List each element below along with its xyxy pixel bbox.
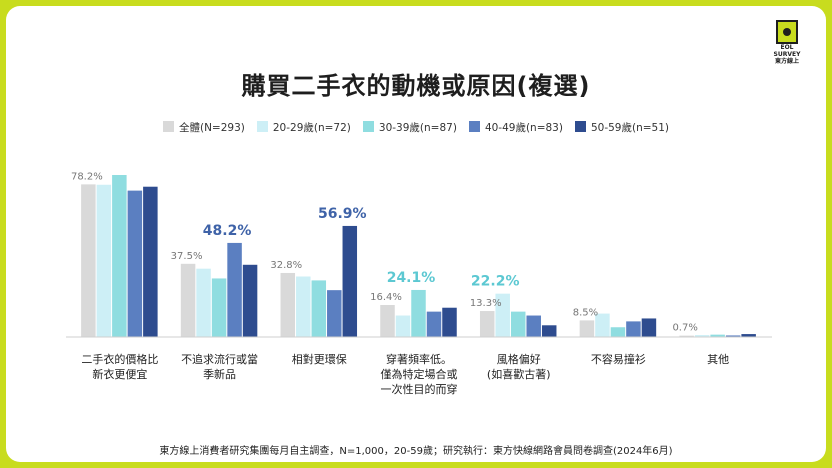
bar [280,272,296,337]
legend-swatch [362,121,374,132]
bar [96,184,112,337]
bar [579,320,595,337]
category-label: 其他 [707,353,729,366]
eol-survey-logo: EOL SURVEY 東方線上 [764,20,810,65]
bar [327,290,342,337]
logo-line-1: EOL [780,44,794,51]
bar [380,304,395,337]
logo-line-2: SURVEY [773,51,801,58]
bar [180,263,196,337]
data-label: 8.5% [573,307,598,318]
bar [227,242,242,337]
highlight-label: 56.9% [318,206,367,222]
legend-item-2: 30-39歲(n=87) [362,120,457,135]
legend-swatch [162,121,174,132]
bar [725,335,741,337]
category-label: 一次性目的而穿 [381,382,458,396]
category-label: 相對更環保 [292,352,347,366]
bar [426,311,442,337]
legend-label: 30-39歲(n=87) [378,122,457,134]
source-note: 東方線上消費者研究集團每月自主調查，N=1,000，20-59歲；研究執行：東方… [159,446,673,457]
legend-swatch [574,121,586,132]
bar [541,325,557,337]
bar [626,321,641,337]
data-label: 0.7% [672,323,697,334]
bar [211,278,227,337]
bar [526,315,541,337]
bar [411,289,426,337]
legend-label: 40-49歲(n=83) [484,122,563,134]
data-label: 13.3% [470,298,502,309]
bar [595,313,610,337]
legend-label: 50-59歲(n=51) [590,122,669,134]
bar [442,307,457,337]
chart-card: EOL SURVEY 東方線上 購買二手衣的動機或原因(複選) 全體(N=293… [6,6,826,462]
bar [81,184,96,337]
legend-item-1: 20-29歲(n=72) [256,120,351,135]
bar [127,190,143,337]
bar [296,276,311,337]
bar [311,280,327,337]
legend-item-4: 50-59歲(n=51) [574,120,669,135]
bar [479,311,495,337]
chart-title: 購買二手衣的動機或原因(複選) [241,72,591,100]
bar [679,335,694,337]
bar [610,327,626,337]
bar [741,334,756,337]
chart-legend: 全體(N=293) 20-29歲(n=72) 30-39歲(n=87) 40-49歲(… [6,120,826,135]
bar [641,318,657,337]
category-label: 僅為特定場合或 [381,367,458,381]
bar [196,268,211,337]
bar [694,335,710,337]
bar [510,311,526,337]
highlight-label: 24.1% [387,270,436,286]
category-label: 新衣更便宜 [92,367,147,381]
highlight-label: 48.2% [203,223,252,239]
bar [342,225,358,337]
bar [495,293,510,337]
data-label: 37.5% [171,251,203,262]
bar [710,334,725,337]
category-label: (如喜歡古著) [487,367,551,381]
bar [242,264,258,337]
data-label: 32.8% [270,260,302,271]
bar [143,186,158,337]
category-label: 季新品 [203,367,236,381]
data-label: 16.4% [370,292,402,303]
data-label: 78.2% [71,171,103,182]
legend-swatch [468,121,480,132]
legend-label: 20-29歲(n=72) [272,122,351,134]
logo-mark-icon [776,20,798,44]
category-label: 不追求流行或當 [181,352,258,366]
legend-swatch [256,121,268,132]
category-label: 二手衣的價格比 [81,352,158,366]
legend-item-3: 40-49歲(n=83) [468,120,563,135]
logo-line-3: 東方線上 [774,58,799,65]
bar [112,175,127,337]
highlight-label: 22.2% [471,274,520,290]
category-label: 不容易撞衫 [591,352,646,366]
category-label: 穿著頻率低。 [386,352,452,366]
legend-item-0: 全體(N=293) [162,120,245,135]
category-label: 風格偏好 [497,352,541,366]
legend-label: 全體(N=293) [178,122,245,134]
bar [395,315,411,337]
